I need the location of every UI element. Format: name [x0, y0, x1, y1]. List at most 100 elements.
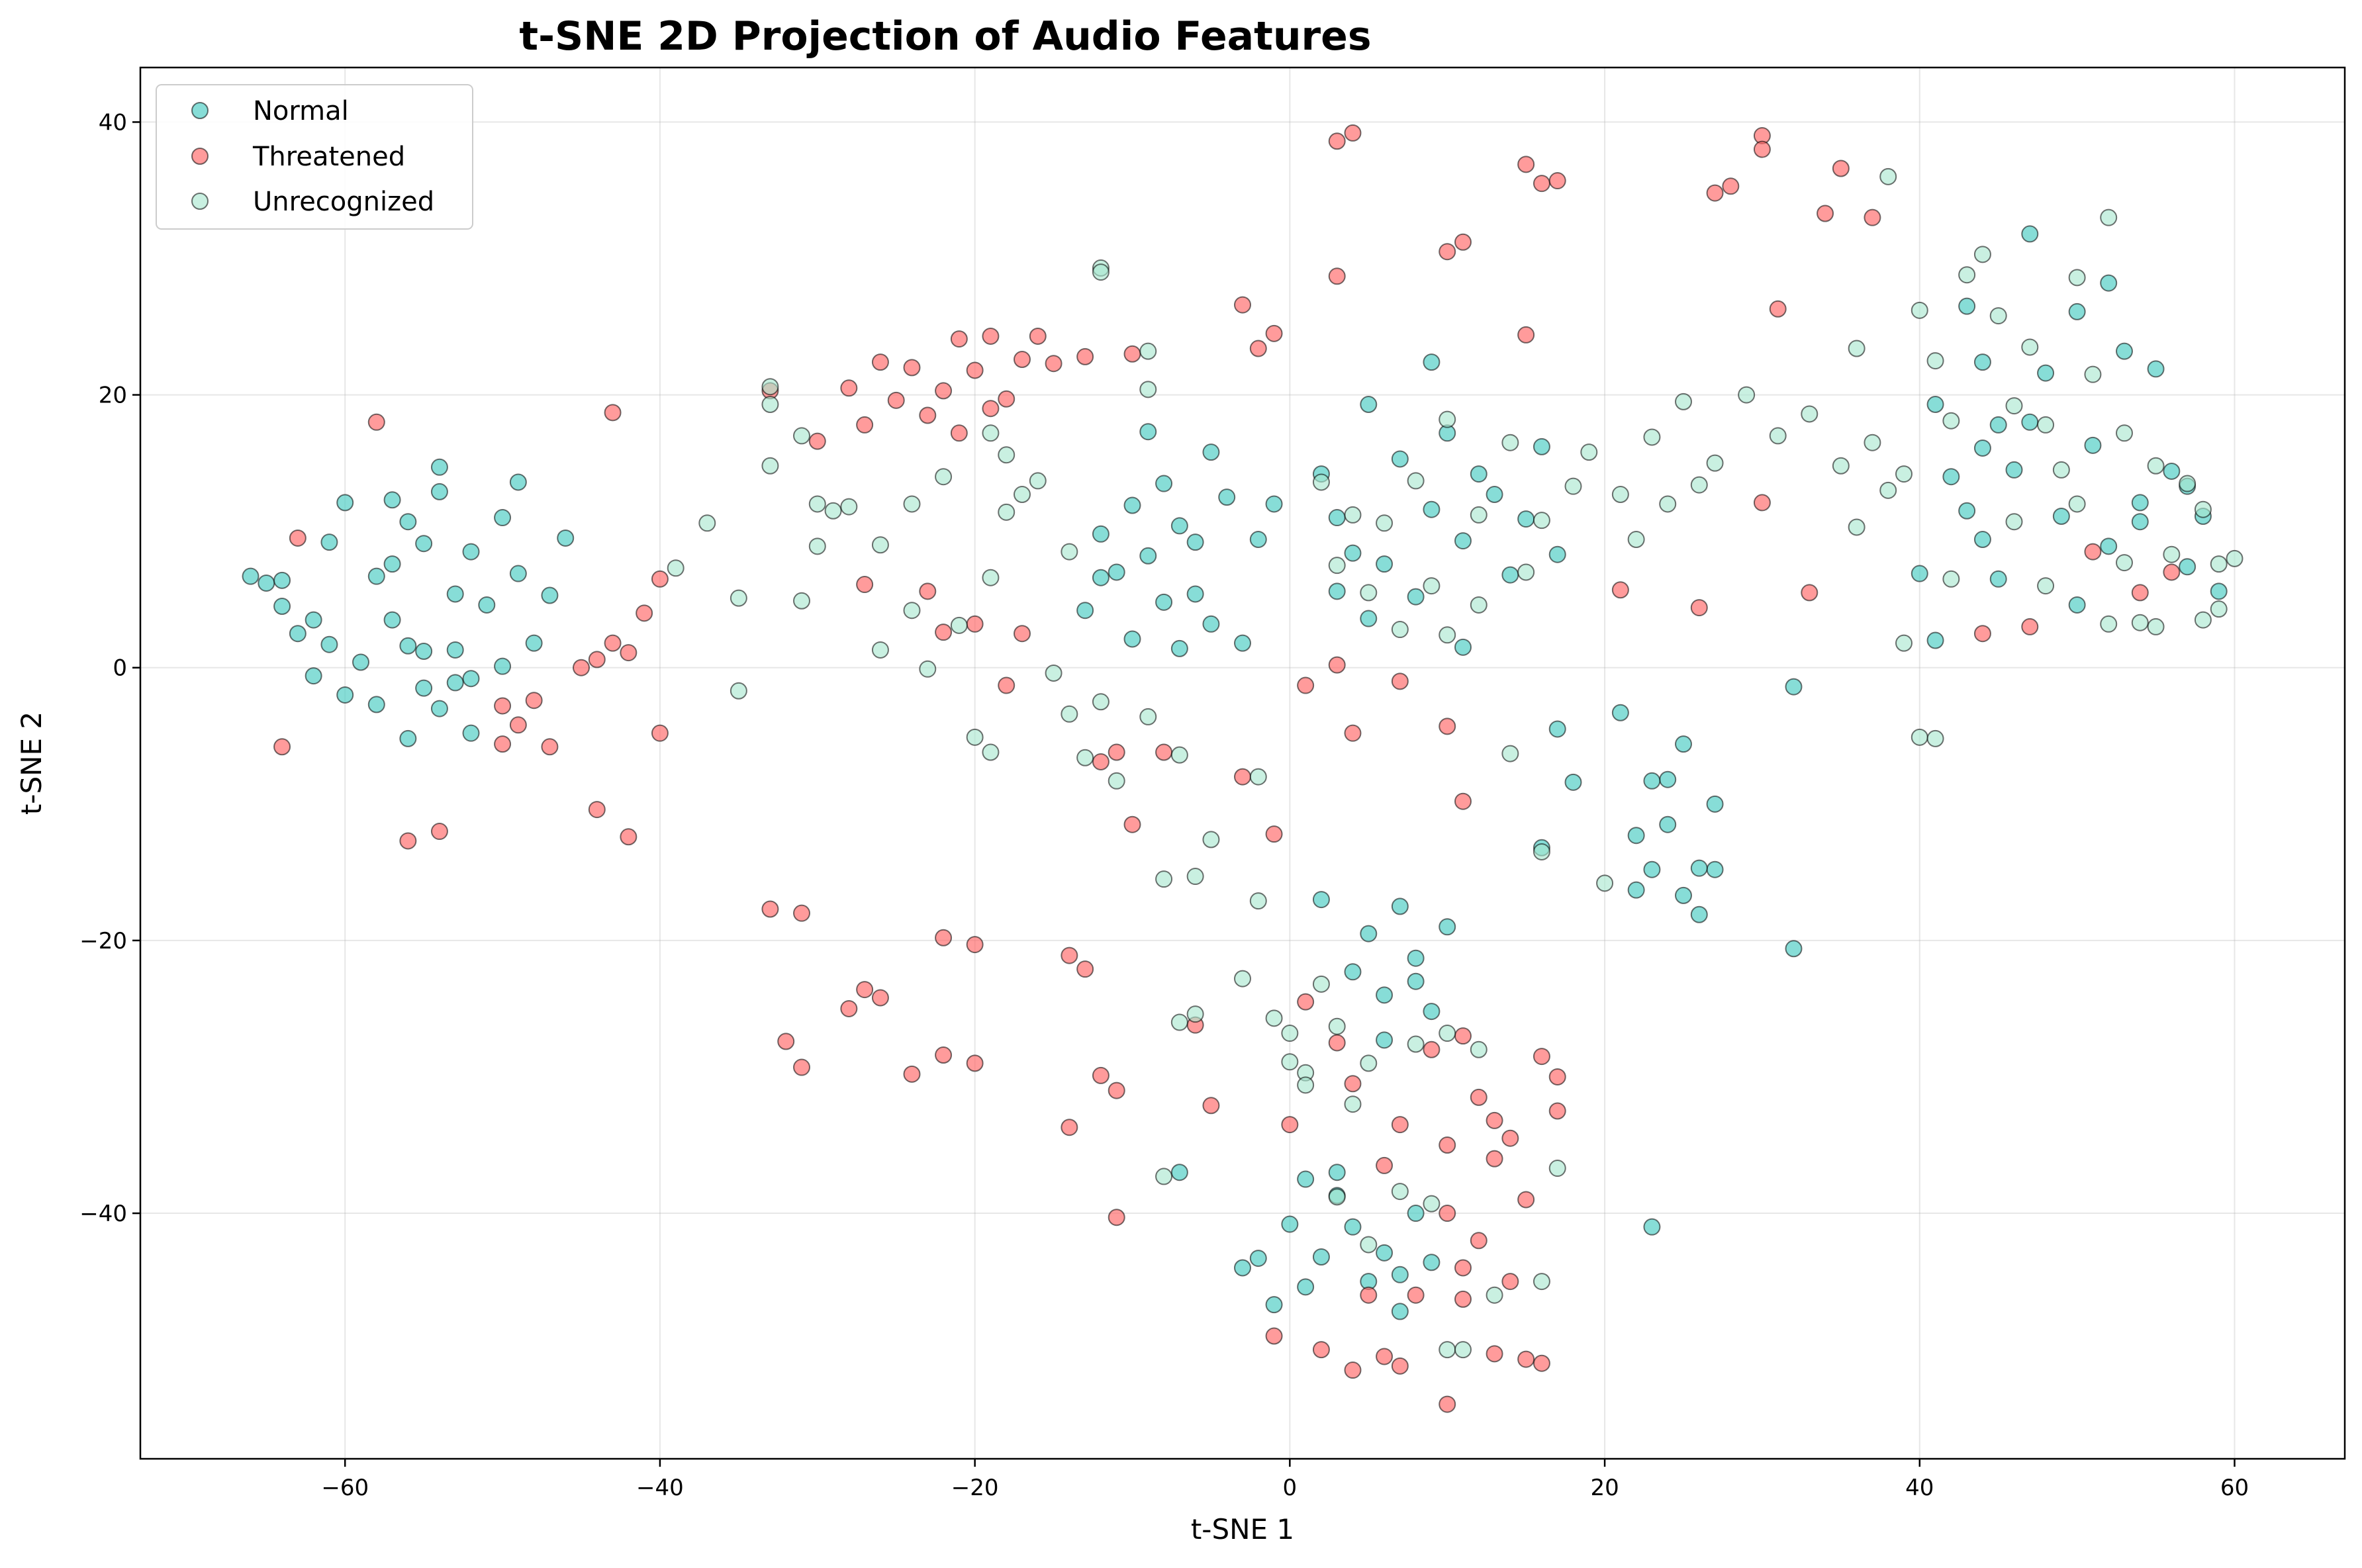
point-unrecognized	[761, 378, 779, 396]
point-threatened	[1092, 1066, 1110, 1084]
point-normal	[1265, 1296, 1283, 1314]
point-unrecognized	[1186, 868, 1204, 886]
point-unrecognized	[1281, 1053, 1299, 1071]
point-threatened	[1265, 1327, 1283, 1345]
point-normal	[1675, 735, 1692, 753]
point-threatened	[289, 529, 307, 547]
y-tick-label: 20	[99, 383, 127, 409]
point-normal	[1170, 517, 1188, 535]
point-unrecognized	[1533, 512, 1550, 530]
point-threatened	[367, 413, 385, 431]
point-normal	[1423, 353, 1441, 371]
point-unrecognized	[2131, 614, 2149, 631]
point-unrecognized	[1344, 506, 1362, 524]
point-threatened	[1611, 581, 1629, 599]
point-threatened	[1265, 324, 1283, 342]
point-normal	[1407, 588, 1425, 606]
point-threatened	[1439, 243, 1456, 261]
axis-ticks: −60 −40 −20 0 20 40 60 −40 −20 0 20 40	[79, 109, 2249, 1501]
point-unrecognized	[1155, 870, 1173, 888]
point-threatened	[1360, 1286, 1378, 1304]
point-threatened	[1391, 1116, 1409, 1134]
point-normal	[1376, 1031, 1394, 1049]
legend-marker-normal	[191, 102, 209, 119]
point-normal	[1108, 563, 1125, 581]
point-normal	[1627, 881, 1645, 899]
point-threatened	[903, 359, 921, 377]
point-threatened	[1706, 184, 1724, 202]
point-threatened	[856, 416, 874, 434]
plot-frame	[139, 66, 2346, 1460]
point-threatened	[1014, 351, 1031, 369]
point-unrecognized	[2100, 208, 2118, 226]
x-tick-label: 60	[2220, 1475, 2249, 1501]
point-threatened	[1517, 156, 1535, 173]
point-normal	[2100, 274, 2118, 292]
legend-marker-threatened	[191, 148, 209, 165]
point-threatened	[1344, 1075, 1362, 1093]
point-normal	[2100, 537, 2118, 555]
point-threatened	[2131, 584, 2149, 602]
point-threatened	[1061, 946, 1078, 964]
point-unrecognized	[1312, 975, 1330, 993]
point-normal	[541, 586, 559, 604]
point-threatened	[777, 1033, 795, 1050]
legend-label-normal: Normal	[253, 96, 349, 126]
point-threatened	[1753, 140, 1771, 158]
point-unrecognized	[730, 589, 747, 607]
point-threatened	[604, 634, 622, 652]
point-unrecognized	[1344, 1095, 1362, 1113]
point-threatened	[636, 604, 653, 622]
point-normal	[462, 724, 480, 742]
point-threatened	[1297, 676, 1315, 694]
point-unrecognized	[2147, 457, 2165, 475]
point-unrecognized	[1942, 412, 1960, 430]
point-threatened	[2084, 543, 2102, 561]
point-normal	[1297, 1170, 1315, 1188]
point-threatened	[1312, 1341, 1330, 1359]
grid	[140, 68, 2345, 1459]
point-normal	[1170, 1164, 1188, 1181]
point-unrecognized	[1328, 1017, 1346, 1035]
point-normal	[1989, 416, 2007, 434]
point-threatened	[1249, 340, 1267, 357]
point-normal	[305, 667, 322, 685]
point-normal	[1186, 533, 1204, 551]
point-threatened	[840, 999, 858, 1017]
point-threatened	[1344, 1361, 1362, 1379]
point-unrecognized	[808, 495, 826, 513]
point-unrecognized	[1092, 693, 1110, 711]
point-threatened	[1344, 124, 1362, 142]
point-unrecognized	[1690, 476, 1708, 494]
point-unrecognized	[1360, 1236, 1378, 1254]
point-normal	[2005, 461, 2023, 479]
point-threatened	[1454, 1027, 1472, 1045]
point-threatened	[1470, 1088, 1488, 1106]
point-threatened	[1328, 1034, 1346, 1052]
point-threatened	[793, 904, 810, 922]
point-unrecognized	[667, 559, 685, 577]
point-normal	[1611, 704, 1629, 721]
legend-label-threatened: Threatened	[252, 142, 405, 172]
point-normal	[1265, 495, 1283, 513]
point-normal	[525, 634, 543, 652]
point-unrecognized	[1186, 1005, 1204, 1023]
point-threatened	[935, 1046, 953, 1064]
point-unrecognized	[1501, 745, 1519, 762]
point-threatened	[1548, 1102, 1566, 1120]
point-normal	[1643, 1218, 1661, 1236]
point-threatened	[651, 724, 669, 742]
point-normal	[1312, 1248, 1330, 1266]
point-threatened	[1202, 1097, 1220, 1115]
point-threatened	[1265, 825, 1283, 843]
point-threatened	[588, 801, 606, 819]
point-unrecognized	[1926, 729, 1944, 747]
point-threatened	[1470, 1232, 1488, 1250]
point-threatened	[1769, 300, 1787, 318]
point-normal	[273, 598, 291, 616]
points	[242, 124, 2244, 1413]
point-threatened	[998, 676, 1016, 694]
point-normal	[509, 565, 527, 582]
point-unrecognized	[998, 503, 1016, 521]
point-threatened	[1801, 584, 1819, 602]
